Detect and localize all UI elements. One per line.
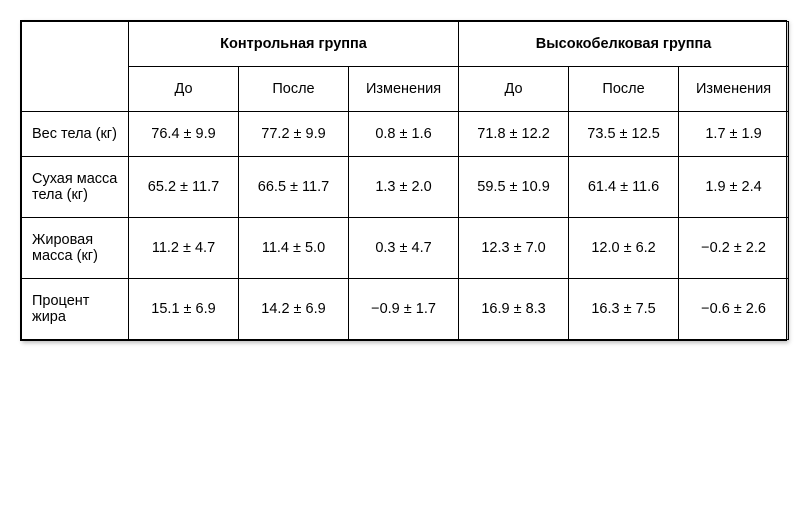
- sub-header: Изменения: [349, 67, 459, 112]
- data-cell: 11.2 ± 4.7: [129, 218, 239, 279]
- group-header-control: Контрольная группа: [129, 22, 459, 67]
- data-cell: −0.2 ± 2.2: [679, 218, 789, 279]
- row-label: Процент жира: [22, 279, 129, 340]
- data-cell: 1.3 ± 2.0: [349, 157, 459, 218]
- corner-cell: [22, 22, 129, 112]
- sub-header: Изменения: [679, 67, 789, 112]
- data-cell: 77.2 ± 9.9: [239, 112, 349, 157]
- data-cell: 59.5 ± 10.9: [459, 157, 569, 218]
- row-label: Вес тела (кг): [22, 112, 129, 157]
- data-cell: 16.3 ± 7.5: [569, 279, 679, 340]
- data-cell: −0.9 ± 1.7: [349, 279, 459, 340]
- data-cell: 12.0 ± 6.2: [569, 218, 679, 279]
- sub-header: После: [239, 67, 349, 112]
- data-cell: 71.8 ± 12.2: [459, 112, 569, 157]
- data-table: Контрольная группа Высокобелковая группа…: [21, 21, 789, 340]
- data-cell: 15.1 ± 6.9: [129, 279, 239, 340]
- table-row: Жировая масса (кг) 11.2 ± 4.7 11.4 ± 5.0…: [22, 218, 789, 279]
- sub-header: До: [129, 67, 239, 112]
- table-row: Сухая масса тела (кг) 65.2 ± 11.7 66.5 ±…: [22, 157, 789, 218]
- table-header-row-groups: Контрольная группа Высокобелковая группа: [22, 22, 789, 67]
- row-label: Сухая масса тела (кг): [22, 157, 129, 218]
- table-header-row-sub: До После Изменения До После Изменения: [22, 67, 789, 112]
- data-cell: 76.4 ± 9.9: [129, 112, 239, 157]
- table-row: Процент жира 15.1 ± 6.9 14.2 ± 6.9 −0.9 …: [22, 279, 789, 340]
- data-cell: −0.6 ± 2.6: [679, 279, 789, 340]
- data-cell: 66.5 ± 11.7: [239, 157, 349, 218]
- data-cell: 0.8 ± 1.6: [349, 112, 459, 157]
- table-row: Вес тела (кг) 76.4 ± 9.9 77.2 ± 9.9 0.8 …: [22, 112, 789, 157]
- data-cell: 65.2 ± 11.7: [129, 157, 239, 218]
- data-cell: 0.3 ± 4.7: [349, 218, 459, 279]
- data-cell: 14.2 ± 6.9: [239, 279, 349, 340]
- data-cell: 1.7 ± 1.9: [679, 112, 789, 157]
- row-label: Жировая масса (кг): [22, 218, 129, 279]
- sub-header: После: [569, 67, 679, 112]
- data-cell: 12.3 ± 7.0: [459, 218, 569, 279]
- data-table-container: Контрольная группа Высокобелковая группа…: [20, 20, 787, 341]
- data-cell: 73.5 ± 12.5: [569, 112, 679, 157]
- data-cell: 61.4 ± 11.6: [569, 157, 679, 218]
- group-header-highprotein: Высокобелковая группа: [459, 22, 789, 67]
- sub-header: До: [459, 67, 569, 112]
- data-cell: 16.9 ± 8.3: [459, 279, 569, 340]
- data-cell: 1.9 ± 2.4: [679, 157, 789, 218]
- data-cell: 11.4 ± 5.0: [239, 218, 349, 279]
